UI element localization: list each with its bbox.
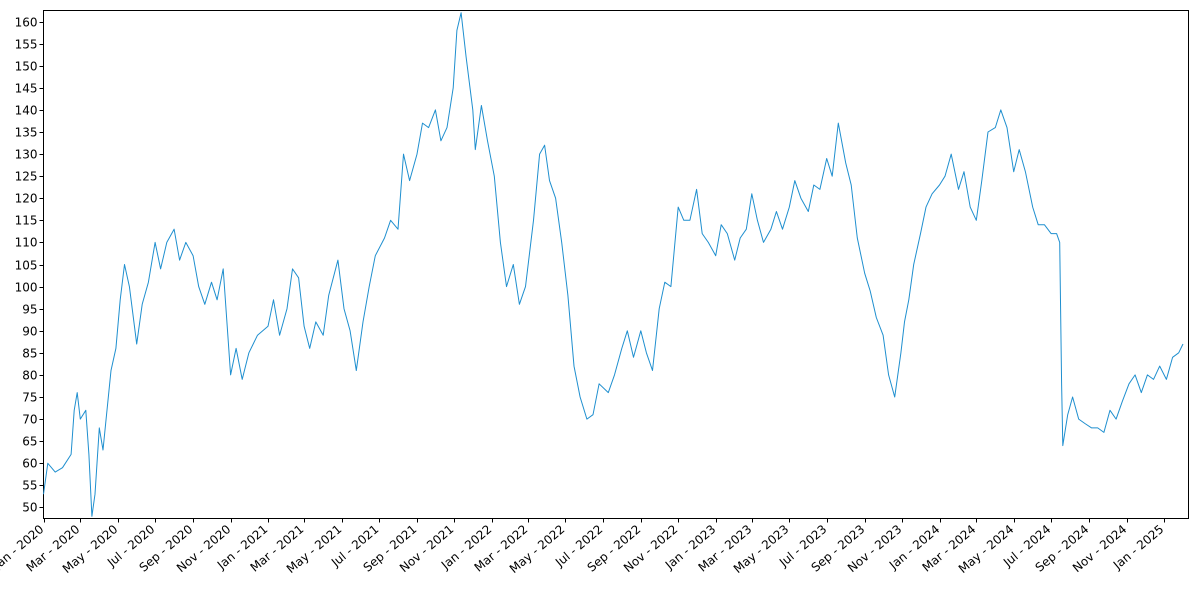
y-tick-label-21: 155: [15, 38, 38, 52]
plot-frame: [43, 10, 1189, 519]
y-tick-label-3: 65: [22, 435, 37, 449]
y-tick-label-13: 115: [15, 214, 38, 228]
y-tick-label-14: 120: [15, 192, 38, 206]
series-group: [43, 12, 1184, 517]
y-tick-label-6: 80: [22, 369, 37, 383]
y-tick-label-11: 105: [15, 259, 38, 273]
y-tick-label-17: 135: [15, 126, 38, 140]
y-tick-label-9: 95: [22, 303, 37, 317]
y-tick-label-20: 150: [15, 60, 38, 74]
y-tick-label-7: 85: [22, 347, 37, 361]
y-tick-label-19: 145: [15, 82, 38, 96]
y-tick-label-2: 60: [22, 457, 37, 471]
y-tick-label-10: 100: [15, 281, 38, 295]
y-tick-label-1: 55: [22, 479, 37, 493]
series-line-0: [43, 12, 1184, 517]
y-tick-label-15: 125: [15, 170, 38, 184]
y-tick-label-16: 130: [15, 148, 38, 162]
y-tick-label-18: 140: [15, 104, 38, 118]
y-tick-label-0: 50: [22, 501, 37, 515]
y-tick-label-12: 110: [15, 236, 38, 250]
y-tick-label-5: 75: [22, 391, 37, 405]
y-tick-label-8: 90: [22, 325, 37, 339]
y-tick-label-22: 160: [15, 16, 38, 30]
y-axis: 50 55 60 65 70 75 80 85 90 95 100 105 110 115 120 125 13…: [15, 16, 44, 515]
y-tick-label-4: 70: [22, 413, 37, 427]
